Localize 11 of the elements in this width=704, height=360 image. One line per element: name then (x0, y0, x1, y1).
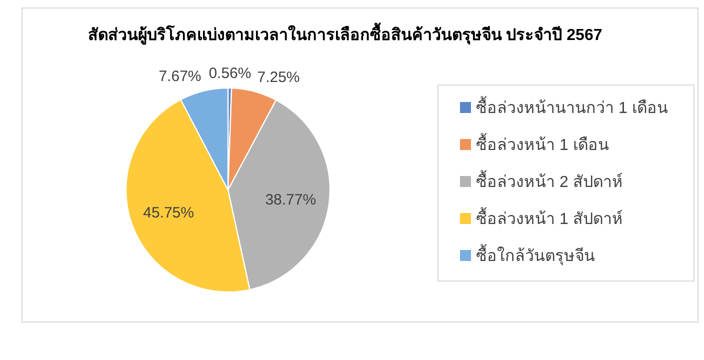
chart-title: สัดส่วนผู้บริโภคแบ่งตามเวลาในการเลือกซื้อสินค้าวันตรุษจีน ประจำปี 2567 (88, 22, 602, 46)
data-label: 45.75% (143, 204, 194, 222)
legend-label: ซื้อใกล้วันตรุษจีน (476, 244, 595, 266)
legend-label: ซื้อล่วงหน้านานกว่า 1 เดือน (476, 96, 668, 117)
data-label: 7.25% (257, 68, 300, 86)
data-label: 38.77% (265, 192, 316, 209)
legend-label: ซื้อล่วงหน้า 1 สัปดาห์ (476, 207, 623, 228)
legend-label: ซื้อล่วงหน้า 1 เดือน (476, 133, 609, 154)
data-label: 0.56% (208, 65, 252, 82)
legend-label: ซื้อล่วงหน้า 2 สัปดาห์ (476, 170, 623, 191)
data-label: 7.67% (158, 68, 202, 86)
